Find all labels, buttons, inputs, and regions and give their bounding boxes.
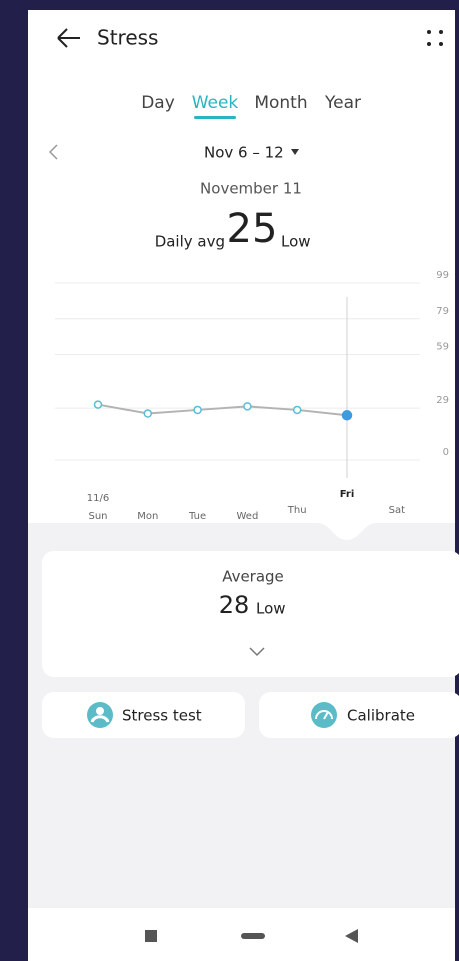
- icon-body: [90, 715, 110, 723]
- button-bg: [42, 692, 245, 738]
- data-point: [243, 402, 252, 411]
- button-bg: [259, 692, 459, 738]
- y-tick-label: 59: [436, 342, 449, 353]
- x-tick-label: Thu: [287, 505, 307, 516]
- chart: 0 29 59 79 99 Sun Mon Tue Wed Thu Fri Sat 11/6: [55, 270, 449, 536]
- summary-value: 25: [227, 206, 278, 252]
- data-point: [193, 405, 202, 415]
- tab[interactable]: Day: [141, 93, 175, 113]
- data-point: [292, 405, 302, 415]
- x-tick-label: Sat: [389, 505, 405, 516]
- page-title: Stress: [97, 26, 158, 50]
- data-point: [341, 410, 353, 421]
- date: November 11: [200, 180, 302, 198]
- dot: [427, 30, 431, 34]
- nav-home[interactable]: [241, 933, 265, 939]
- calibrate-icon: [311, 702, 337, 728]
- nav-recent[interactable]: [145, 930, 157, 942]
- dot: [439, 30, 443, 34]
- tab[interactable]: Week: [192, 93, 239, 113]
- x-tick-label: Wed: [236, 511, 258, 522]
- y-tick-label: 99: [436, 270, 449, 281]
- y-tick-label: 29: [436, 395, 449, 406]
- icon-gauge: [315, 710, 333, 720]
- date-label: 11/6: [87, 493, 109, 504]
- calibrate-button[interactable]: Calibrate: [259, 692, 459, 738]
- y-tick-label: 0: [443, 447, 449, 458]
- icon-needle: [323, 711, 329, 720]
- expand-chevron[interactable]: [249, 647, 265, 657]
- stress-test-button[interactable]: Stress test: [42, 692, 245, 738]
- x-tick-label: Fri: [340, 489, 355, 500]
- summary-label: Daily avg: [155, 233, 225, 251]
- tab[interactable]: Year: [324, 93, 361, 113]
- range-label[interactable]: Nov 6 – 12: [204, 144, 284, 162]
- more-button[interactable]: [427, 30, 443, 46]
- tab-indicator: [194, 116, 236, 119]
- x-tick-label: Mon: [137, 511, 158, 522]
- data-point: [93, 400, 103, 409]
- button-label: Stress test: [122, 707, 202, 725]
- x-tick-label: Sun: [88, 511, 107, 522]
- average-card: [42, 551, 459, 677]
- data-point: [143, 409, 153, 418]
- y-tick-label: 79: [436, 306, 449, 317]
- dropdown-arrow: [291, 149, 299, 155]
- stress-line: [97, 403, 348, 417]
- average-level: Low: [256, 600, 286, 618]
- average-value: 28: [219, 591, 250, 619]
- nav-back[interactable]: [345, 929, 358, 943]
- dot: [427, 42, 431, 46]
- back-arrow: [57, 28, 80, 48]
- prev-button[interactable]: [48, 144, 58, 160]
- tabs: Day Week Month Year: [141, 93, 361, 119]
- back-button[interactable]: [57, 28, 80, 48]
- icon-head: [96, 707, 104, 715]
- x-tick-label: Tue: [188, 511, 206, 522]
- summary-level: Low: [281, 233, 311, 251]
- tab[interactable]: Month: [254, 93, 307, 113]
- selection-handle[interactable]: [335, 512, 359, 536]
- dot: [439, 42, 443, 46]
- button-label: Calibrate: [347, 707, 415, 725]
- average-label: Average: [222, 568, 284, 586]
